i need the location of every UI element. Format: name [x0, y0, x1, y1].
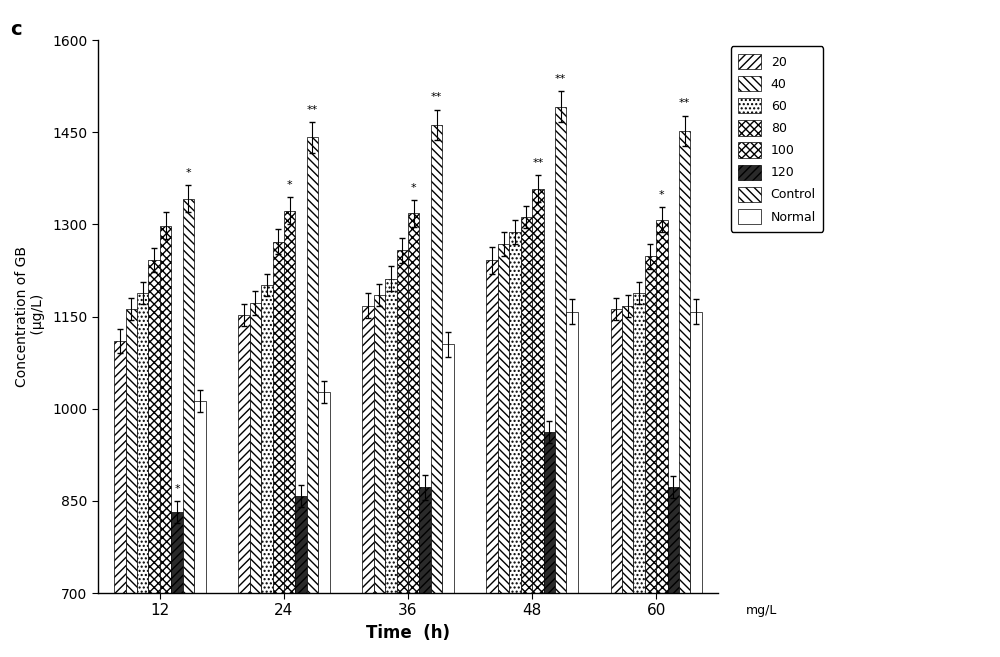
Bar: [668, 487, 679, 593]
Bar: [362, 306, 374, 593]
Bar: [431, 125, 442, 593]
Bar: [126, 309, 137, 593]
Bar: [284, 211, 295, 593]
Bar: [250, 303, 261, 593]
Bar: [622, 306, 633, 593]
Bar: [137, 293, 148, 593]
Bar: [295, 496, 307, 593]
Bar: [656, 219, 668, 593]
Bar: [183, 198, 194, 593]
Bar: [532, 189, 544, 593]
X-axis label: Time  (h): Time (h): [366, 624, 450, 642]
Text: **: **: [307, 104, 318, 114]
Text: *: *: [659, 190, 665, 200]
Text: *: *: [174, 484, 180, 493]
Legend: 20, 40, 60, 80, 100, 120, Control, Normal: 20, 40, 60, 80, 100, 120, Control, Norma…: [731, 47, 823, 231]
Bar: [521, 217, 532, 593]
Bar: [318, 392, 330, 593]
Bar: [555, 106, 566, 593]
Bar: [273, 242, 284, 593]
Bar: [498, 244, 509, 593]
Bar: [486, 260, 498, 593]
Text: **: **: [679, 99, 690, 108]
Text: c: c: [10, 20, 22, 39]
Bar: [611, 309, 622, 593]
Bar: [419, 487, 431, 593]
Bar: [194, 401, 206, 593]
Text: *: *: [186, 168, 191, 178]
Bar: [442, 344, 454, 593]
Bar: [408, 214, 419, 593]
Bar: [385, 279, 397, 593]
Bar: [114, 341, 126, 593]
Bar: [307, 137, 318, 593]
Bar: [509, 232, 521, 593]
Text: **: **: [532, 158, 543, 168]
Text: mg/L: mg/L: [746, 604, 778, 617]
Bar: [690, 311, 702, 593]
Bar: [374, 295, 385, 593]
Bar: [633, 293, 645, 593]
Bar: [261, 284, 273, 593]
Y-axis label: Concentration of GB
 (μg/L): Concentration of GB (μg/L): [15, 246, 45, 387]
Bar: [544, 432, 555, 593]
Text: *: *: [411, 183, 417, 193]
Bar: [397, 250, 408, 593]
Bar: [238, 315, 250, 593]
Bar: [645, 256, 656, 593]
Bar: [679, 131, 690, 593]
Bar: [171, 512, 183, 593]
Bar: [148, 260, 160, 593]
Text: *: *: [287, 180, 292, 190]
Bar: [160, 226, 171, 593]
Text: **: **: [555, 74, 566, 84]
Bar: [566, 311, 578, 593]
Text: **: **: [431, 92, 442, 102]
